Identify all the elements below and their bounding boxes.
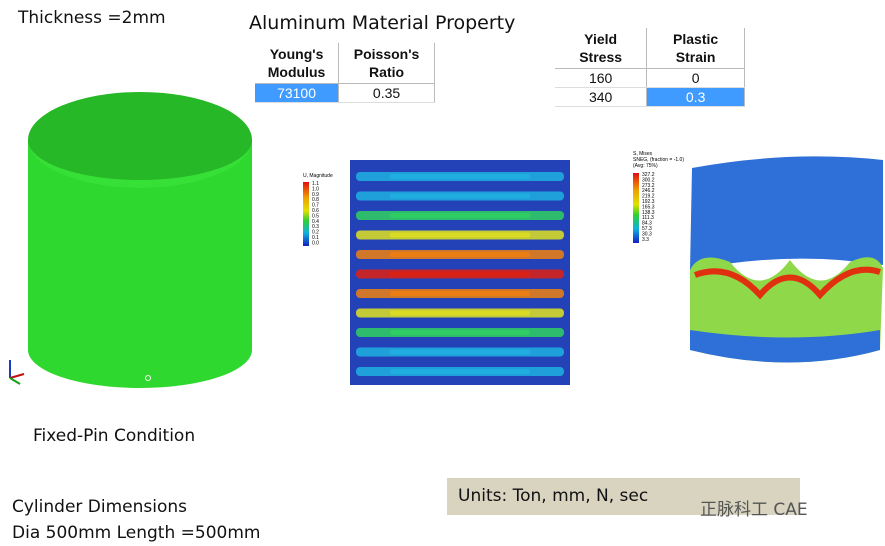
legend-label: 1.1 (312, 181, 319, 187)
cell: 340 (555, 87, 648, 107)
legend-label: 219.2 (642, 194, 655, 200)
thickness: Thickness =2mm (18, 8, 166, 28)
header-text: Stress (579, 49, 623, 65)
header-cell: Yield Stress (555, 28, 648, 69)
axis-triad (9, 360, 25, 385)
header-text: Plastic (673, 31, 719, 47)
legend-average: (Avg: 75%) (633, 163, 658, 169)
cell: 160 (555, 68, 648, 88)
header-text: Yield (584, 31, 618, 47)
legend-label: 192.3 (642, 199, 655, 205)
band-core (390, 252, 530, 257)
watermark: 正脉科工 CAE (700, 500, 808, 520)
cell: 0 (646, 68, 745, 88)
cylinder-rim (28, 140, 252, 188)
header-text: Ratio (369, 64, 405, 80)
displacement-bands (356, 172, 564, 376)
boundary-note: Fixed-Pin Condition (33, 426, 196, 446)
stress-bottom (690, 330, 880, 363)
legend-label: 3.3 (642, 237, 649, 243)
legend-label: 0.5 (312, 213, 319, 219)
legend-label: 84.3 (642, 221, 652, 227)
color-bar (303, 182, 309, 246)
band-core (390, 291, 530, 296)
cell: 0.3 (646, 87, 745, 107)
cell: 73100 (255, 83, 340, 103)
legend-label: 0.8 (312, 197, 319, 203)
legend-label: 30.3 (642, 231, 652, 237)
header-text: Young's (269, 46, 324, 62)
header-text: Strain (675, 49, 716, 65)
pin (145, 375, 151, 381)
band-core (390, 310, 530, 316)
band-core (390, 193, 530, 199)
band-core (390, 369, 530, 374)
legend-label: 327.2 (642, 172, 655, 178)
legend-label: 0.0 (312, 240, 319, 246)
title: Aluminum Material Property (249, 12, 516, 34)
legend-label: 300.2 (642, 177, 655, 183)
band-core (390, 271, 530, 277)
legend-label: 0.1 (312, 235, 319, 241)
legend-label: 57.3 (642, 226, 652, 232)
legend-title: S, Mises (633, 151, 653, 157)
header-cell: Plastic Strain (646, 28, 745, 69)
legend-title: U, Magnitude (303, 173, 333, 179)
legend-label: 246.2 (642, 188, 655, 194)
legend-label: 0.9 (312, 192, 319, 198)
legend-label: 1.0 (312, 186, 319, 192)
color-bar (633, 173, 639, 243)
band-core (390, 232, 530, 238)
legend-label: 0.3 (312, 224, 319, 230)
header-text: Modulus (267, 64, 326, 80)
cylinder-top (28, 92, 252, 188)
header-cell: Poisson's Ratio (338, 43, 435, 84)
units: Units: Ton, mm, N, sec (458, 486, 649, 506)
elastic-table: Young's Modulus Poisson's Ratio 73100 0.35 (255, 43, 435, 103)
legend-label: 0.6 (312, 208, 319, 214)
legend-label: 165.3 (642, 204, 655, 210)
band-core (390, 213, 530, 218)
cell: 0.35 (338, 83, 435, 103)
header-text: Poisson's (353, 46, 420, 62)
legend-label: 0.2 (312, 230, 319, 236)
legend-label: 0.7 (312, 203, 319, 209)
legend-label: 138.3 (642, 210, 655, 216)
band-core (390, 174, 530, 179)
plastic-table: Yield Stress Plastic Strain 160 0 340 0.3 (555, 28, 745, 107)
header-cell: Young's Modulus (255, 43, 340, 84)
units-box (447, 478, 800, 515)
legend-label: 111.3 (642, 215, 654, 221)
legend-label: 273.2 (642, 183, 655, 189)
legend-subtitle: SNEG, (fraction = -1.0) (633, 157, 684, 163)
band-core (390, 349, 530, 355)
stress-top (690, 156, 883, 270)
dimensions-title: Cylinder Dimensions (12, 497, 188, 517)
cylinder-body (28, 140, 252, 388)
legend-label: 0.4 (312, 219, 319, 225)
stress-peak (693, 266, 881, 300)
dimensions: Dia 500mm Length =500mm (12, 523, 261, 543)
band-core (390, 330, 530, 335)
